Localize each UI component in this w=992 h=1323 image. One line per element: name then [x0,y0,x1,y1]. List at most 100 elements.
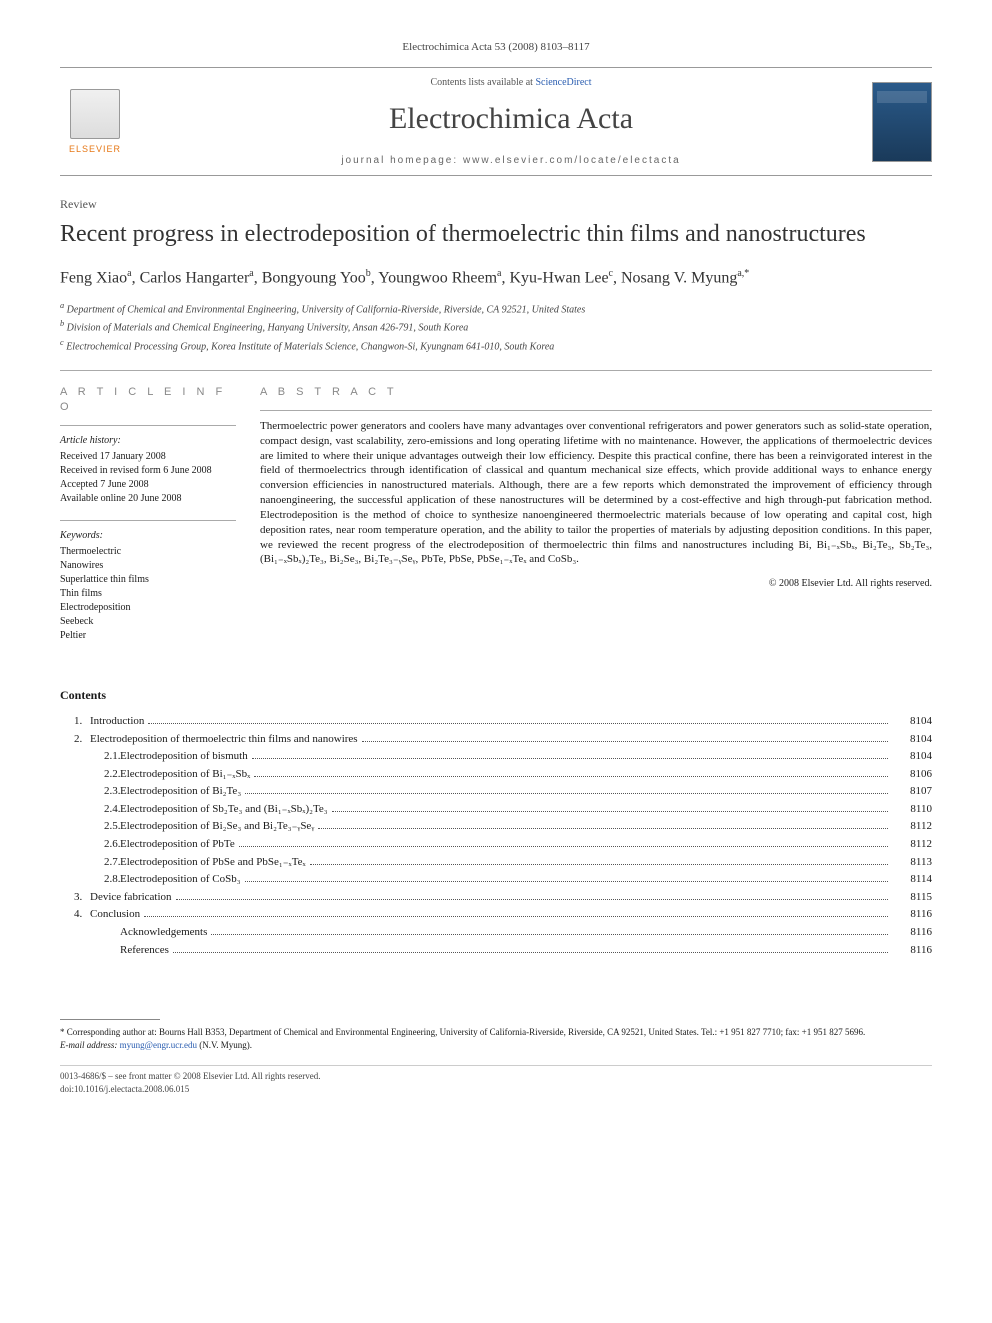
toc-number: 2.3. [60,783,120,801]
toc-dots [332,811,888,812]
homepage-url[interactable]: www.elsevier.com/locate/electacta [463,155,681,166]
article-title: Recent progress in electrodeposition of … [60,219,932,250]
sciencedirect-link[interactable]: ScienceDirect [535,77,591,88]
keywords-block: Keywords: ThermoelectricNanowiresSuperla… [60,520,236,643]
toc-row[interactable]: References 8116 [60,942,932,960]
footnote-separator [60,1019,160,1020]
toc-row[interactable]: Acknowledgements8116 [60,924,932,942]
toc-dots [254,776,888,777]
history-item: Received in revised form 6 June 2008 [60,464,236,478]
toc-number: 2.1. [60,748,120,766]
toc-dots [211,934,888,935]
toc-number: 2.8. [60,871,120,889]
toc-title: Electrodeposition of Bi₂Se₃ and Bi₂Te₃₋ᵧ… [120,818,314,836]
toc-number: 2.5. [60,818,120,836]
toc-dots [144,916,888,917]
toc-page: 8106 [892,766,932,784]
article-info-heading: A R T I C L E I N F O [60,385,236,415]
abstract-column: A B S T R A C T Thermoelectric power gen… [260,385,932,657]
corresponding-email[interactable]: myung@engr.ucr.edu [120,1040,197,1050]
elsevier-logo: ELSEVIER [60,82,130,162]
author-list: Feng Xiaoa, Carlos Hangartera, Bongyoung… [60,266,932,290]
toc-title: Electrodeposition of thermoelectric thin… [90,731,358,749]
affiliation-a: a Department of Chemical and Environment… [60,300,932,317]
toc-title: Acknowledgements [120,924,207,942]
elsevier-text: ELSEVIER [69,143,121,155]
contents-available-line: Contents lists available at ScienceDirec… [150,76,872,90]
toc-row[interactable]: 4.Conclusion8116 [60,906,932,924]
header-citation: Electrochimica Acta 53 (2008) 8103–8117 [60,40,932,55]
abstract-text: Thermoelectric power generators and cool… [260,410,932,567]
toc-title: Electrodeposition of CoSb₃ [120,871,241,889]
article-history-block: Article history: Received 17 January 200… [60,425,236,506]
affiliations: a Department of Chemical and Environment… [60,300,932,354]
toc-page: 8116 [892,942,932,960]
footer-copyright: 0013-4686/$ – see front matter © 2008 El… [60,1070,932,1083]
toc-dots [245,793,888,794]
toc-title: Electrodeposition of Bi₁₋ₓSbₓ [120,766,250,784]
toc-page: 8113 [892,854,932,872]
toc-row[interactable]: 2.5.Electrodeposition of Bi₂Se₃ and Bi₂T… [60,818,932,836]
toc-row[interactable]: 2.4.Electrodeposition of Sb₂Te₃ and (Bi₁… [60,801,932,819]
keyword-item: Nanowires [60,559,236,573]
toc-dots [173,952,888,953]
keyword-item: Electrodeposition [60,601,236,615]
homepage-prefix: journal homepage: [341,155,463,166]
toc-dots [176,899,888,900]
journal-homepage: journal homepage: www.elsevier.com/locat… [150,154,872,168]
toc-title: Conclusion [90,906,140,924]
toc-dots [310,864,888,865]
footnotes: * Corresponding author at: Bourns Hall B… [60,1026,932,1051]
toc-title: References [120,942,169,960]
contents-heading: Contents [60,687,932,703]
toc-number: 4. [60,906,90,924]
toc-row[interactable]: 1.Introduction8104 [60,713,932,731]
toc-number: 2. [60,731,90,749]
toc-page: 8114 [892,871,932,889]
toc-number: 2.4. [60,801,120,819]
affiliation-b: b Division of Materials and Chemical Eng… [60,318,932,335]
toc-number: 2.2. [60,766,120,784]
keywords-label: Keywords: [60,529,236,543]
keyword-item: Thin films [60,587,236,601]
toc-number: 2.7. [60,854,120,872]
toc-title: Electrodeposition of bismuth [120,748,248,766]
history-label: Article history: [60,434,236,448]
toc-dots [148,723,888,724]
toc-dots [252,758,888,759]
toc-dots [362,741,888,742]
toc-page: 8104 [892,748,932,766]
article-info-column: A R T I C L E I N F O Article history: R… [60,385,260,657]
toc-row[interactable]: 3.Device fabrication 8115 [60,889,932,907]
toc-page: 8104 [892,731,932,749]
journal-cover-thumb [872,82,932,162]
toc-row[interactable]: 2.7.Electrodeposition of PbSe and PbSe₁₋… [60,854,932,872]
toc-number: 3. [60,889,90,907]
info-abstract-block: A R T I C L E I N F O Article history: R… [60,370,932,657]
toc-number: 2.6. [60,836,120,854]
toc-row[interactable]: 2.1.Electrodeposition of bismuth 8104 [60,748,932,766]
email-label: E-mail address: [60,1040,120,1050]
toc-row[interactable]: 2.8.Electrodeposition of CoSb₃ 8114 [60,871,932,889]
footer-doi: doi:10.1016/j.electacta.2008.06.015 [60,1083,932,1096]
abstract-heading: A B S T R A C T [260,385,932,400]
toc-row[interactable]: 2.2.Electrodeposition of Bi₁₋ₓSbₓ 8106 [60,766,932,784]
masthead-center: Contents lists available at ScienceDirec… [150,76,872,168]
toc-title: Introduction [90,713,144,731]
email-suffix: (N.V. Myung). [197,1040,252,1050]
toc-title: Device fabrication [90,889,172,907]
toc-row[interactable]: 2.Electrodeposition of thermoelectric th… [60,731,932,749]
toc-row[interactable]: 2.6.Electrodeposition of PbTe8112 [60,836,932,854]
keyword-item: Seebeck [60,615,236,629]
email-line: E-mail address: myung@engr.ucr.edu (N.V.… [60,1039,932,1052]
history-item: Received 17 January 2008 [60,450,236,464]
toc-title: Electrodeposition of Bi₂Te₃ [120,783,241,801]
toc-dots [318,828,888,829]
masthead: ELSEVIER Contents lists available at Sci… [60,67,932,177]
toc-page: 8110 [892,801,932,819]
toc-row[interactable]: 2.3.Electrodeposition of Bi₂Te₃8107 [60,783,932,801]
toc-page: 8115 [892,889,932,907]
table-of-contents: 1.Introduction81042.Electrodeposition of… [60,713,932,959]
toc-page: 8104 [892,713,932,731]
toc-title: Electrodeposition of PbSe and PbSe₁₋ₓTeₓ [120,854,306,872]
